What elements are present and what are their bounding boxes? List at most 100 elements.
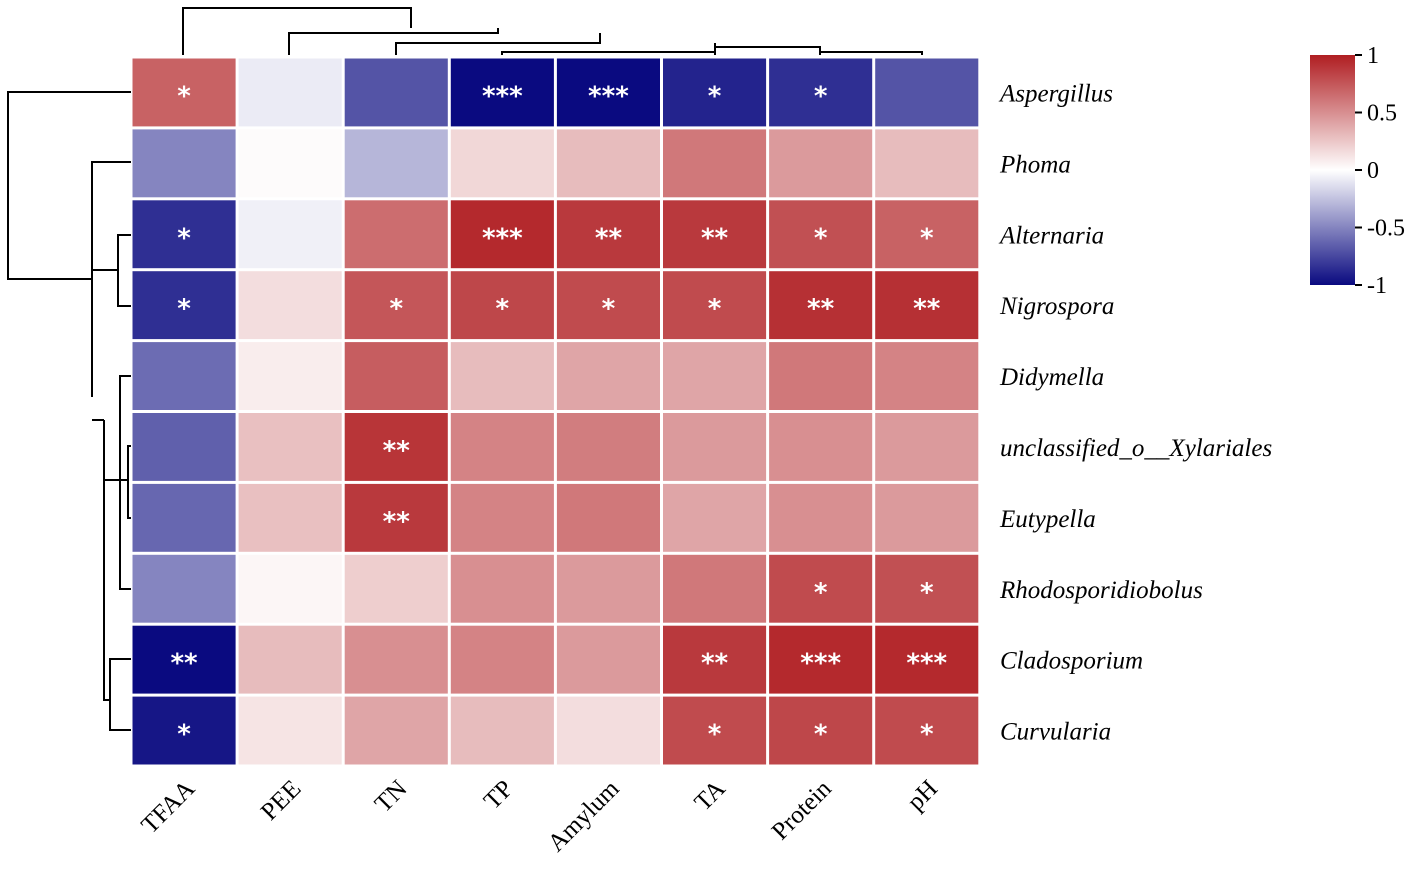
row-labels: Aspergillus Phoma Alternaria Nigrospora Didy… bbox=[998, 80, 1272, 745]
cell-alternaria-ph bbox=[875, 200, 979, 269]
cell-unclassified-o-xylariales-protein bbox=[769, 413, 873, 481]
cell-aspergillus-protein bbox=[769, 58, 873, 127]
cell-alternaria-tp bbox=[450, 200, 554, 269]
significance-mark: * bbox=[920, 720, 934, 750]
row-dendrogram bbox=[7, 91, 131, 731]
cell-didymella-pee bbox=[238, 342, 342, 410]
colorbar-tick-label: 1 bbox=[1367, 43, 1379, 69]
cell-unclassified-o-xylariales-amylum bbox=[556, 413, 660, 481]
colorbar-tick-label: 0 bbox=[1367, 158, 1379, 184]
column-label-amylum: Amylum bbox=[543, 775, 625, 857]
significance-mark: ** bbox=[383, 507, 411, 537]
cell-didymella-amylum bbox=[556, 342, 660, 410]
cell-phoma-pee bbox=[238, 129, 342, 198]
significance-mark: * bbox=[920, 578, 934, 608]
significance-mark: * bbox=[602, 294, 616, 324]
row-label-aspergillus: Aspergillus bbox=[998, 80, 1113, 107]
cell-didymella-ph bbox=[875, 342, 979, 410]
cell-aspergillus-amylum bbox=[556, 58, 660, 127]
colorbar-tick-label: -0.5 bbox=[1367, 216, 1405, 242]
column-dendrogram bbox=[182, 7, 923, 55]
cell-alternaria-ta bbox=[663, 200, 767, 269]
cell-cladosporium-ta bbox=[663, 625, 767, 694]
cell-rhodosporidiobolus-amylum bbox=[556, 554, 660, 623]
colorbar-tick-label: -1 bbox=[1367, 273, 1387, 299]
cell-aspergillus-pee bbox=[238, 58, 342, 127]
column-label-tfaa: TFAA bbox=[136, 775, 200, 839]
column-label-ph: pH bbox=[902, 775, 943, 816]
cell-curvularia-amylum bbox=[556, 696, 660, 765]
cell-curvularia-tp bbox=[450, 696, 554, 765]
cell-alternaria-pee bbox=[238, 200, 342, 269]
cell-aspergillus-tp bbox=[450, 58, 554, 127]
cell-nigrospora-pee bbox=[238, 271, 342, 340]
cell-cladosporium-tn bbox=[344, 625, 448, 694]
cell-rhodosporidiobolus-protein bbox=[769, 554, 873, 623]
significance-mark: * bbox=[389, 294, 403, 324]
cell-curvularia-ta bbox=[663, 696, 767, 765]
cell-cladosporium-ph bbox=[875, 625, 979, 694]
cell-aspergillus-ta bbox=[663, 58, 767, 127]
row-label-didymella: Didymella bbox=[999, 364, 1104, 391]
cell-rhodosporidiobolus-pee bbox=[238, 554, 342, 623]
cell-eutypella-ph bbox=[875, 483, 979, 552]
cell-didymella-tn bbox=[344, 342, 448, 410]
colorbar-gradient bbox=[1310, 55, 1355, 285]
significance-mark: * bbox=[177, 81, 191, 111]
cell-cladosporium-tp bbox=[450, 625, 554, 694]
cell-eutypella-protein bbox=[769, 483, 873, 552]
cell-phoma-protein bbox=[769, 129, 873, 198]
colorbar-ticks: 1 0.5 0 -0.5 -1 bbox=[1355, 43, 1405, 299]
significance-mark: *** bbox=[482, 81, 523, 111]
cell-nigrospora-tn bbox=[344, 271, 448, 340]
significance-mark: * bbox=[177, 720, 191, 750]
significance-mark: ** bbox=[383, 436, 411, 466]
cell-nigrospora-amylum bbox=[556, 271, 660, 340]
significance-mark: * bbox=[814, 223, 828, 253]
cell-eutypella-tfaa bbox=[132, 483, 236, 552]
cell-eutypella-tp bbox=[450, 483, 554, 552]
column-label-tp: TP bbox=[479, 775, 519, 815]
cell-curvularia-protein bbox=[769, 696, 873, 765]
cell-phoma-tn bbox=[344, 129, 448, 198]
cell-rhodosporidiobolus-ta bbox=[663, 554, 767, 623]
row-label-rhodosporidiobolus: Rhodosporidiobolus bbox=[999, 577, 1203, 604]
row-label-alternaria: Alternaria bbox=[998, 222, 1104, 249]
colorbar-tick-label: 0.5 bbox=[1367, 101, 1397, 127]
cell-cladosporium-tfaa bbox=[132, 625, 236, 694]
cell-didymella-tp bbox=[450, 342, 554, 410]
cell-phoma-ph bbox=[875, 129, 979, 198]
cell-nigrospora-ph bbox=[875, 271, 979, 340]
significance-mark: *** bbox=[800, 649, 841, 679]
significance-mark: ** bbox=[701, 223, 729, 253]
column-label-ta: TA bbox=[690, 775, 731, 816]
column-label-pee: PEE bbox=[256, 775, 307, 826]
significance-mark: * bbox=[814, 578, 828, 608]
cell-nigrospora-tp bbox=[450, 271, 554, 340]
cell-aspergillus-tn bbox=[344, 58, 448, 127]
cell-cladosporium-amylum bbox=[556, 625, 660, 694]
cell-alternaria-amylum bbox=[556, 200, 660, 269]
row-label-cladosporium: Cladosporium bbox=[1000, 648, 1143, 675]
cell-eutypella-ta bbox=[663, 483, 767, 552]
significance-mark: ** bbox=[807, 294, 835, 324]
significance-mark: *** bbox=[906, 649, 947, 679]
cell-curvularia-tfaa bbox=[132, 696, 236, 765]
cell-alternaria-tn bbox=[344, 200, 448, 269]
cell-curvularia-pee bbox=[238, 696, 342, 765]
significance-mark: * bbox=[708, 294, 722, 324]
column-label-protein: Protein bbox=[767, 775, 838, 846]
row-label-eutypella: Eutypella bbox=[999, 506, 1096, 533]
column-label-tn: TN bbox=[370, 775, 413, 818]
row-label-curvularia: Curvularia bbox=[1000, 719, 1111, 746]
column-labels: TFAA PEE TN TP Amylum TA Protein pH bbox=[136, 775, 943, 857]
cell-unclassified-o-xylariales-tfaa bbox=[132, 413, 236, 481]
cell-aspergillus-tfaa bbox=[132, 58, 236, 127]
significance-mark: *** bbox=[588, 81, 629, 111]
cell-unclassified-o-xylariales-tp bbox=[450, 413, 554, 481]
cell-rhodosporidiobolus-ph bbox=[875, 554, 979, 623]
cell-eutypella-tn bbox=[344, 483, 448, 552]
significance-marks: * *** *** * ** *** ** ** * ** * * * * ** ******* *** ** **… bbox=[170, 81, 947, 749]
significance-mark: *** bbox=[482, 223, 523, 253]
